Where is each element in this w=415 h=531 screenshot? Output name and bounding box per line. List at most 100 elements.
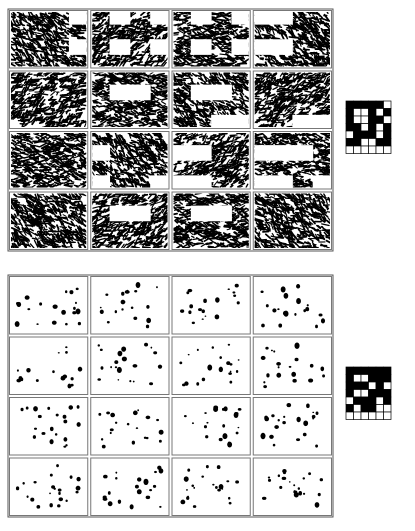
texture-mark [23, 16, 30, 17]
texture-mark [158, 74, 164, 75]
texture-mark [245, 107, 248, 108]
texture-mark [51, 110, 54, 111]
texture-mark [217, 58, 222, 59]
texture-mark [13, 103, 19, 104]
texture-mark [108, 77, 115, 78]
texture-mark [56, 136, 59, 137]
texture-mark [50, 79, 55, 80]
texture-mark [151, 29, 158, 30]
texture-mark [175, 105, 182, 106]
texture-mark [305, 83, 312, 84]
texture-mark [279, 92, 282, 93]
texture-mark [67, 162, 72, 163]
texture-mark [11, 78, 19, 79]
texture-mark [124, 76, 127, 77]
texture-mark [113, 59, 119, 60]
texture-mark [320, 44, 321, 46]
texture-mark [67, 98, 72, 99]
texture-mark [179, 14, 184, 15]
texture-mark [25, 91, 26, 94]
texture-mark [56, 74, 60, 75]
texture-mark [83, 161, 85, 162]
texture-mark [277, 91, 282, 92]
texture-mark [74, 185, 77, 186]
texture-mark [21, 110, 24, 111]
texture-mark [210, 113, 211, 115]
texture-mark [155, 65, 157, 66]
texture-mark [219, 42, 224, 43]
texture-mark [119, 31, 125, 32]
texture-mark [173, 33, 178, 34]
texture-mark [292, 27, 294, 28]
texture-gap [252, 39, 273, 55]
texture-mark [65, 38, 68, 39]
texture-mark [92, 49, 96, 50]
texture-mark [24, 121, 27, 122]
texture-mark [198, 109, 205, 110]
texture-mark [26, 161, 29, 162]
texture-mark [192, 80, 193, 82]
texture-mark [176, 64, 180, 65]
texture-mark [77, 113, 82, 114]
texture-mark [50, 108, 54, 109]
texture-mark [49, 50, 53, 51]
texture-cell [9, 9, 89, 69]
texture-mark [210, 77, 214, 78]
texture-mark [326, 42, 327, 45]
texture-mark [196, 75, 200, 76]
texture-mark [142, 118, 148, 119]
texture-mark [272, 66, 275, 67]
texture-mark [57, 40, 63, 41]
texture-mark [60, 95, 67, 96]
texture-mark [35, 134, 38, 135]
texture-mark [146, 112, 150, 113]
texture-mark [96, 175, 99, 176]
texture-mark [278, 89, 281, 90]
texture-mark [29, 91, 33, 92]
texture-mark [262, 27, 263, 29]
texture-mark [58, 169, 62, 170]
texture-mark [237, 38, 240, 39]
texture-mark [11, 112, 19, 113]
texture-mark [41, 54, 42, 57]
texture-mark [42, 137, 44, 138]
texture-mark [54, 122, 60, 123]
texture-mark [54, 140, 57, 141]
texture-mark [136, 28, 140, 29]
texture-mark [143, 16, 148, 17]
texture-mark [25, 117, 28, 118]
texture-mark [255, 93, 260, 94]
texture-mark [221, 102, 224, 103]
texture-mark [317, 111, 319, 112]
texture-mark [76, 110, 81, 111]
texture-mark [35, 85, 38, 86]
texture-mark [303, 87, 306, 88]
texture-mark [19, 135, 25, 136]
texture-mark [48, 40, 55, 41]
texture-mark [73, 122, 78, 123]
texture-mark [275, 80, 278, 81]
texture-mark [61, 58, 66, 59]
texture-gap [110, 39, 131, 55]
texture-mark [184, 95, 187, 96]
texture-mark [307, 108, 310, 109]
texture-mark [217, 19, 225, 20]
texture-mark [217, 106, 223, 107]
texture-cell [252, 9, 332, 68]
texture-mark [263, 116, 266, 117]
texture-gap [110, 85, 131, 101]
texture-mark [34, 181, 39, 182]
texture-mark [29, 101, 33, 102]
texture-mark [39, 120, 44, 121]
texture-mark [282, 96, 286, 97]
texture-mark [40, 122, 43, 123]
texture-mark [148, 37, 153, 38]
texture-cell [252, 71, 334, 131]
texture-mark [99, 93, 101, 94]
texture-gap [272, 39, 293, 55]
texture-mark [288, 90, 293, 91]
texture-mark [216, 15, 218, 16]
texture-mark [63, 126, 66, 127]
texture-gap [130, 85, 151, 101]
